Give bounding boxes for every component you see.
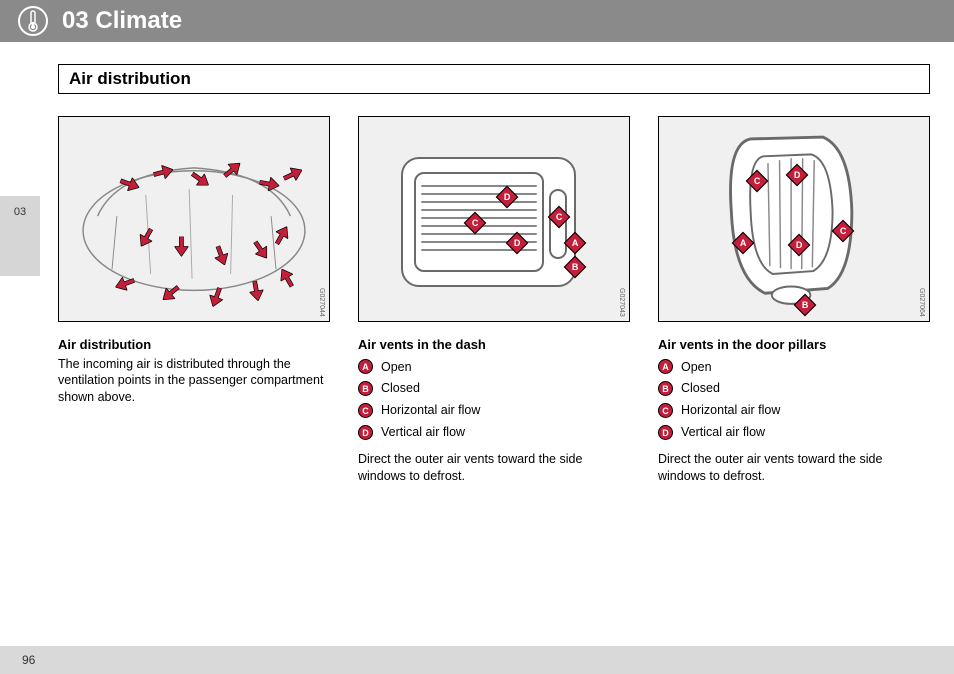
section-title: Air distribution <box>69 69 919 89</box>
figure-code: G027044 <box>317 288 326 317</box>
legend-row: A Open <box>658 359 930 376</box>
legend-badge-a: A <box>358 359 373 374</box>
side-chapter-tab: 03 <box>0 196 40 276</box>
figure-pillar-vent: G027064 CDADCB <box>658 116 930 322</box>
legend-badge-c: C <box>358 403 373 418</box>
legend-badge-d: D <box>658 425 673 440</box>
legend-label: Closed <box>381 380 420 397</box>
content-columns: G027044 Air distribution The incoming ai… <box>58 116 930 485</box>
figure-code: G027064 <box>917 288 926 317</box>
legend-badge-a: A <box>658 359 673 374</box>
page-number: 96 <box>22 653 35 667</box>
legend-badge-b: B <box>358 381 373 396</box>
legend-row: B Closed <box>658 380 930 397</box>
figure-dash-vent: G027043 DCDCAB <box>358 116 630 322</box>
thermometer-icon <box>18 6 48 36</box>
legend-label: Closed <box>681 380 720 397</box>
column-1: G027044 Air distribution The incoming ai… <box>58 116 330 485</box>
legend-row: D Vertical air flow <box>658 424 930 441</box>
legend-label: Open <box>681 359 712 376</box>
legend-row: D Vertical air flow <box>358 424 630 441</box>
column-body: The incoming air is distributed through … <box>58 356 330 407</box>
column-2: G027043 DCDCAB Air vents in the dash A Op… <box>358 116 630 485</box>
chapter-title: 03 Climate <box>62 7 182 35</box>
column-heading: Air vents in the door pillars <box>658 336 930 354</box>
column-note: Direct the outer air vents toward the si… <box>358 451 630 485</box>
figure-air-distribution: G027044 <box>58 116 330 322</box>
chapter-header: 03 Climate <box>0 0 954 42</box>
legend-label: Open <box>381 359 412 376</box>
legend-row: C Horizontal air flow <box>358 402 630 419</box>
figure-code: G027043 <box>617 288 626 317</box>
column-heading: Air vents in the dash <box>358 336 630 354</box>
side-tab-label: 03 <box>14 206 26 218</box>
column-3: G027064 CDADCB Air vents in the door pil… <box>658 116 930 485</box>
airflow-arrow <box>258 175 281 197</box>
page-footer: 96 <box>0 646 954 674</box>
legend-label: Vertical air flow <box>681 424 765 441</box>
legend-row: A Open <box>358 359 630 376</box>
legend-label: Vertical air flow <box>381 424 465 441</box>
airflow-arrow <box>243 280 265 303</box>
legend-badge-c: C <box>658 403 673 418</box>
legend-list: A Open B Closed C Horizontal air flow D Vertica… <box>358 359 630 442</box>
legend-label: Horizontal air flow <box>381 402 480 419</box>
legend-badge-b: B <box>658 381 673 396</box>
airflow-arrow <box>170 236 189 256</box>
legend-row: C Horizontal air flow <box>658 402 930 419</box>
column-heading: Air distribution <box>58 336 330 354</box>
column-note: Direct the outer air vents toward the si… <box>658 451 930 485</box>
legend-label: Horizontal air flow <box>681 402 780 419</box>
legend-list: A Open B Closed C Horizontal air flow D Vertica… <box>658 359 930 442</box>
legend-badge-d: D <box>358 425 373 440</box>
section-title-box: Air distribution <box>58 64 930 94</box>
legend-row: B Closed <box>358 380 630 397</box>
